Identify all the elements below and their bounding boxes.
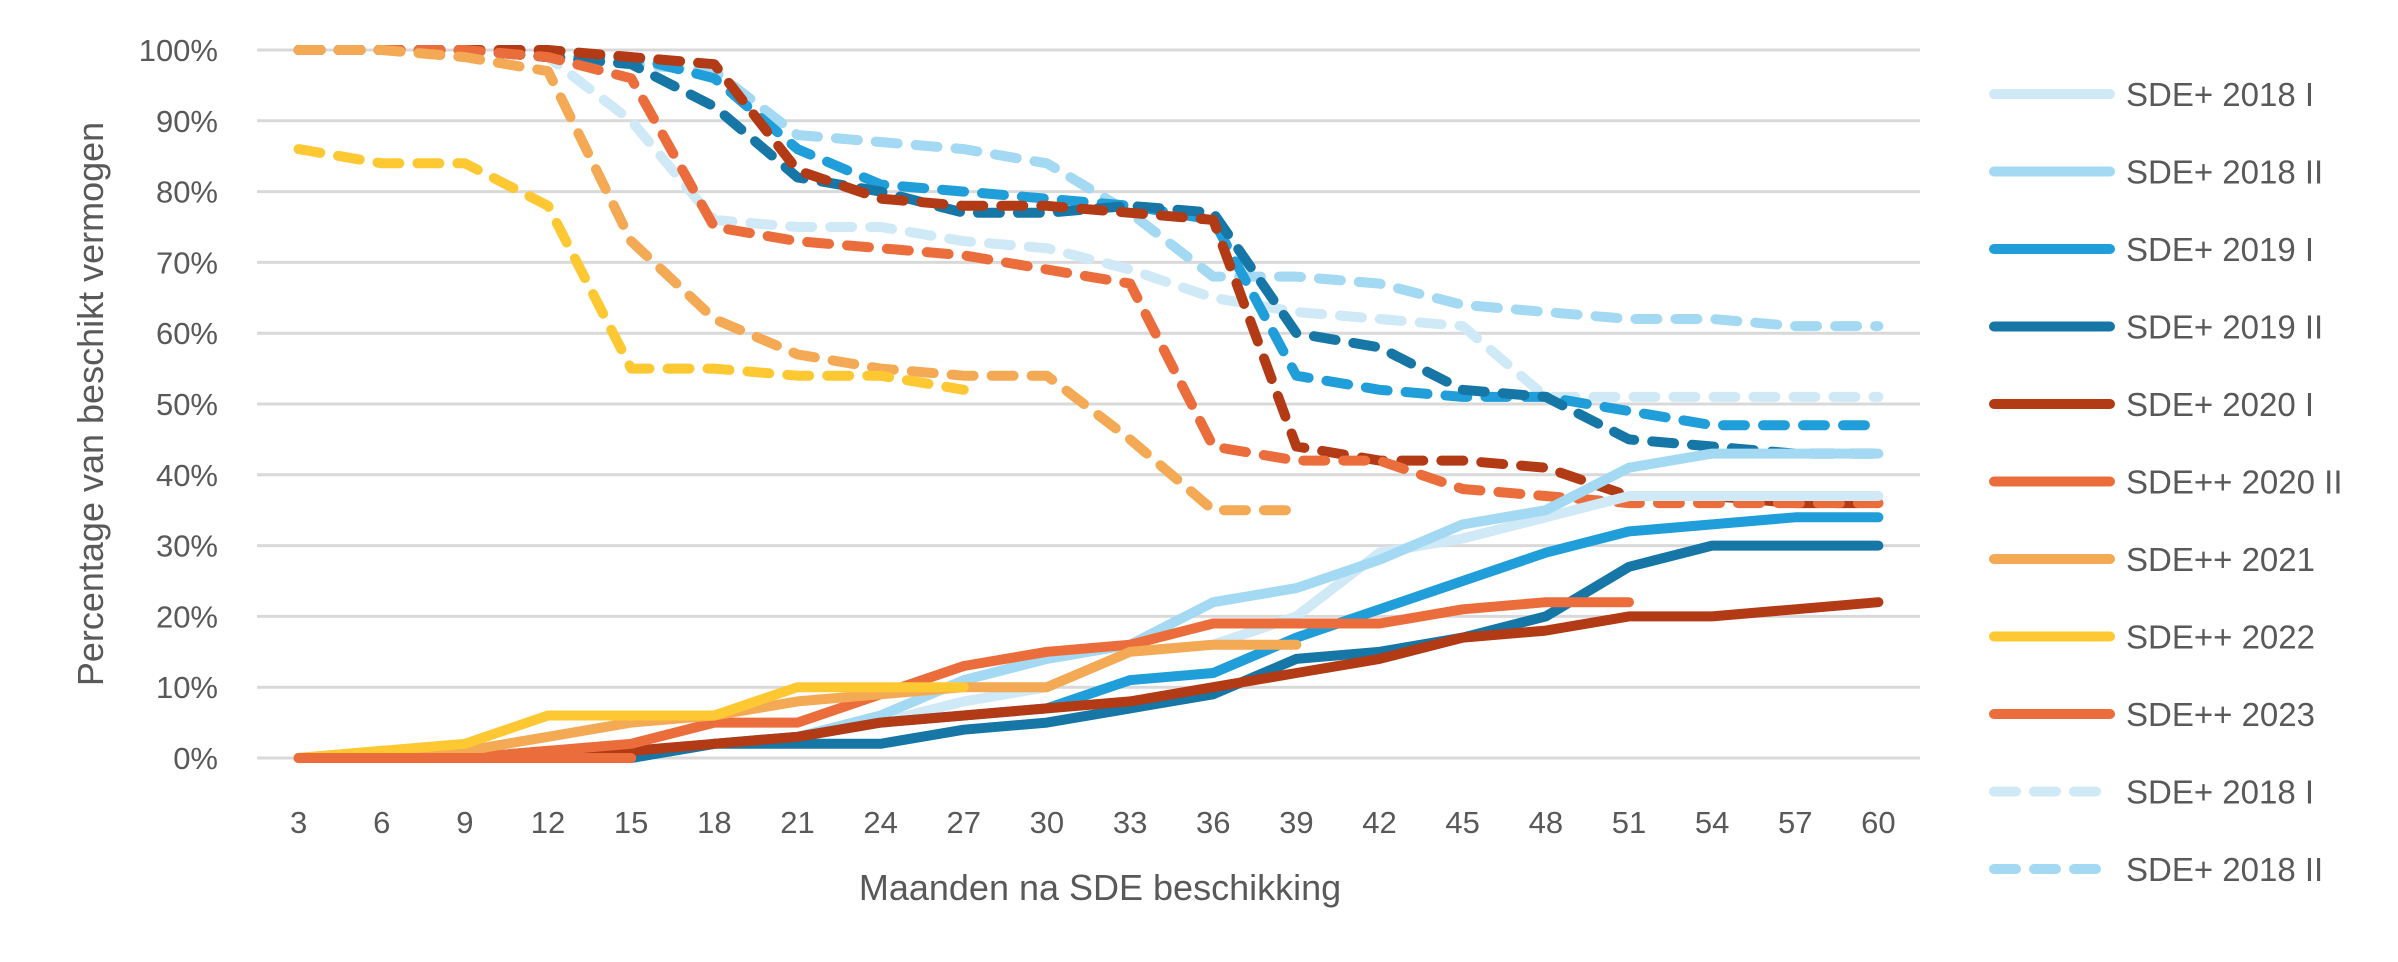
x-tick-label: 3 — [290, 805, 307, 840]
legend-label: SDE+ 2020 I — [2126, 386, 2314, 423]
legend-label: SDE+ 2018 I — [2126, 76, 2314, 113]
legend: SDE+ 2018 I SDE+ 2018 II SDE+ 2019 I SDE+ 2… — [1989, 76, 2342, 888]
series-line-sdeplus-2018-i-dashed — [293, 45, 1884, 402]
legend-item: SDE+ 2018 I — [1989, 76, 2314, 113]
series-line-sdeplusplus-2021-dashed — [293, 45, 1302, 516]
x-tick-label: 24 — [863, 805, 897, 840]
legend-item: SDE+ 2018 II — [1989, 851, 2323, 888]
legend-item: SDE+ 2019 II — [1989, 309, 2323, 346]
y-axis-ticks: 0% 10% 20% 30% 40% 50% 60% 70% 80% 90% 100% — [139, 33, 218, 776]
y-tick-label: 90% — [156, 104, 218, 139]
legend-label: SDE+ 2019 II — [2126, 309, 2323, 346]
x-tick-label: 60 — [1861, 805, 1895, 840]
x-tick-label: 18 — [697, 805, 731, 840]
legend-label: SDE++ 2023 — [2126, 696, 2315, 733]
x-tick-label: 9 — [456, 805, 473, 840]
legend-label: SDE+ 2018 II — [2126, 154, 2323, 191]
legend-item: SDE+ 2019 I — [1989, 231, 2314, 268]
legend-label: SDE+ 2018 II — [2126, 851, 2323, 888]
series-line-sdeplus-2018-ii-dashed — [293, 45, 1884, 332]
series-line-sdeplusplus-2020-ii-dashed — [293, 45, 1884, 509]
x-tick-label: 21 — [780, 805, 814, 840]
legend-label: SDE++ 2022 — [2126, 619, 2315, 656]
x-axis-title: Maanden na SDE beschikking — [859, 867, 1341, 908]
x-tick-label: 42 — [1362, 805, 1396, 840]
series-line-sdeplus-2019-i-dashed — [293, 45, 1884, 431]
y-tick-label: 80% — [156, 175, 218, 210]
series-line-sdeplusplus-2021-solid — [293, 639, 1302, 763]
x-tick-label: 39 — [1279, 805, 1313, 840]
x-tick-label: 51 — [1612, 805, 1646, 840]
x-tick-label: 45 — [1445, 805, 1479, 840]
legend-label: SDE+ 2019 I — [2126, 231, 2314, 268]
x-tick-label: 6 — [373, 805, 390, 840]
legend-item: SDE++ 2021 — [1989, 541, 2315, 578]
x-tick-label: 36 — [1196, 805, 1230, 840]
y-axis-title: Percentage van beschikt vermogen — [70, 122, 111, 686]
y-tick-label: 100% — [139, 33, 218, 68]
series-lines — [293, 45, 1884, 763]
legend-item: SDE++ 2023 — [1989, 696, 2315, 733]
x-tick-label: 30 — [1030, 805, 1064, 840]
legend-label: SDE++ 2021 — [2126, 541, 2315, 578]
legend-item: SDE++ 2020 II — [1989, 464, 2342, 501]
x-tick-label: 54 — [1695, 805, 1729, 840]
y-tick-label: 10% — [156, 670, 218, 705]
y-tick-label: 50% — [156, 387, 218, 422]
y-tick-label: 60% — [156, 316, 218, 351]
x-tick-label: 15 — [614, 805, 648, 840]
legend-label: SDE+ 2018 I — [2126, 774, 2314, 811]
x-tick-label: 48 — [1529, 805, 1563, 840]
x-tick-label: 12 — [531, 805, 565, 840]
series-line-sdeplus-2020-i-dashed — [293, 45, 1884, 509]
legend-label: SDE++ 2020 II — [2126, 464, 2342, 501]
legend-item: SDE+ 2018 I — [1989, 774, 2314, 811]
y-tick-label: 20% — [156, 599, 218, 634]
y-tick-label: 40% — [156, 458, 218, 493]
series-line-sdeplusplus-2022-solid — [293, 682, 969, 763]
y-tick-label: 0% — [173, 741, 218, 776]
legend-item: SDE+ 2018 II — [1989, 154, 2323, 191]
y-tick-label: 30% — [156, 529, 218, 564]
x-tick-label: 27 — [947, 805, 981, 840]
x-tick-label: 57 — [1778, 805, 1812, 840]
x-tick-label: 33 — [1113, 805, 1147, 840]
x-axis-ticks: 3 6 9 12 15 18 21 24 27 30 33 36 39 42 45 48 51 54 57 60 — [290, 805, 1896, 840]
legend-item: SDE++ 2022 — [1989, 619, 2315, 656]
series-line-sdeplusplus-2022-dashed — [293, 144, 969, 395]
legend-item: SDE+ 2020 I — [1989, 386, 2314, 423]
y-tick-label: 70% — [156, 245, 218, 280]
